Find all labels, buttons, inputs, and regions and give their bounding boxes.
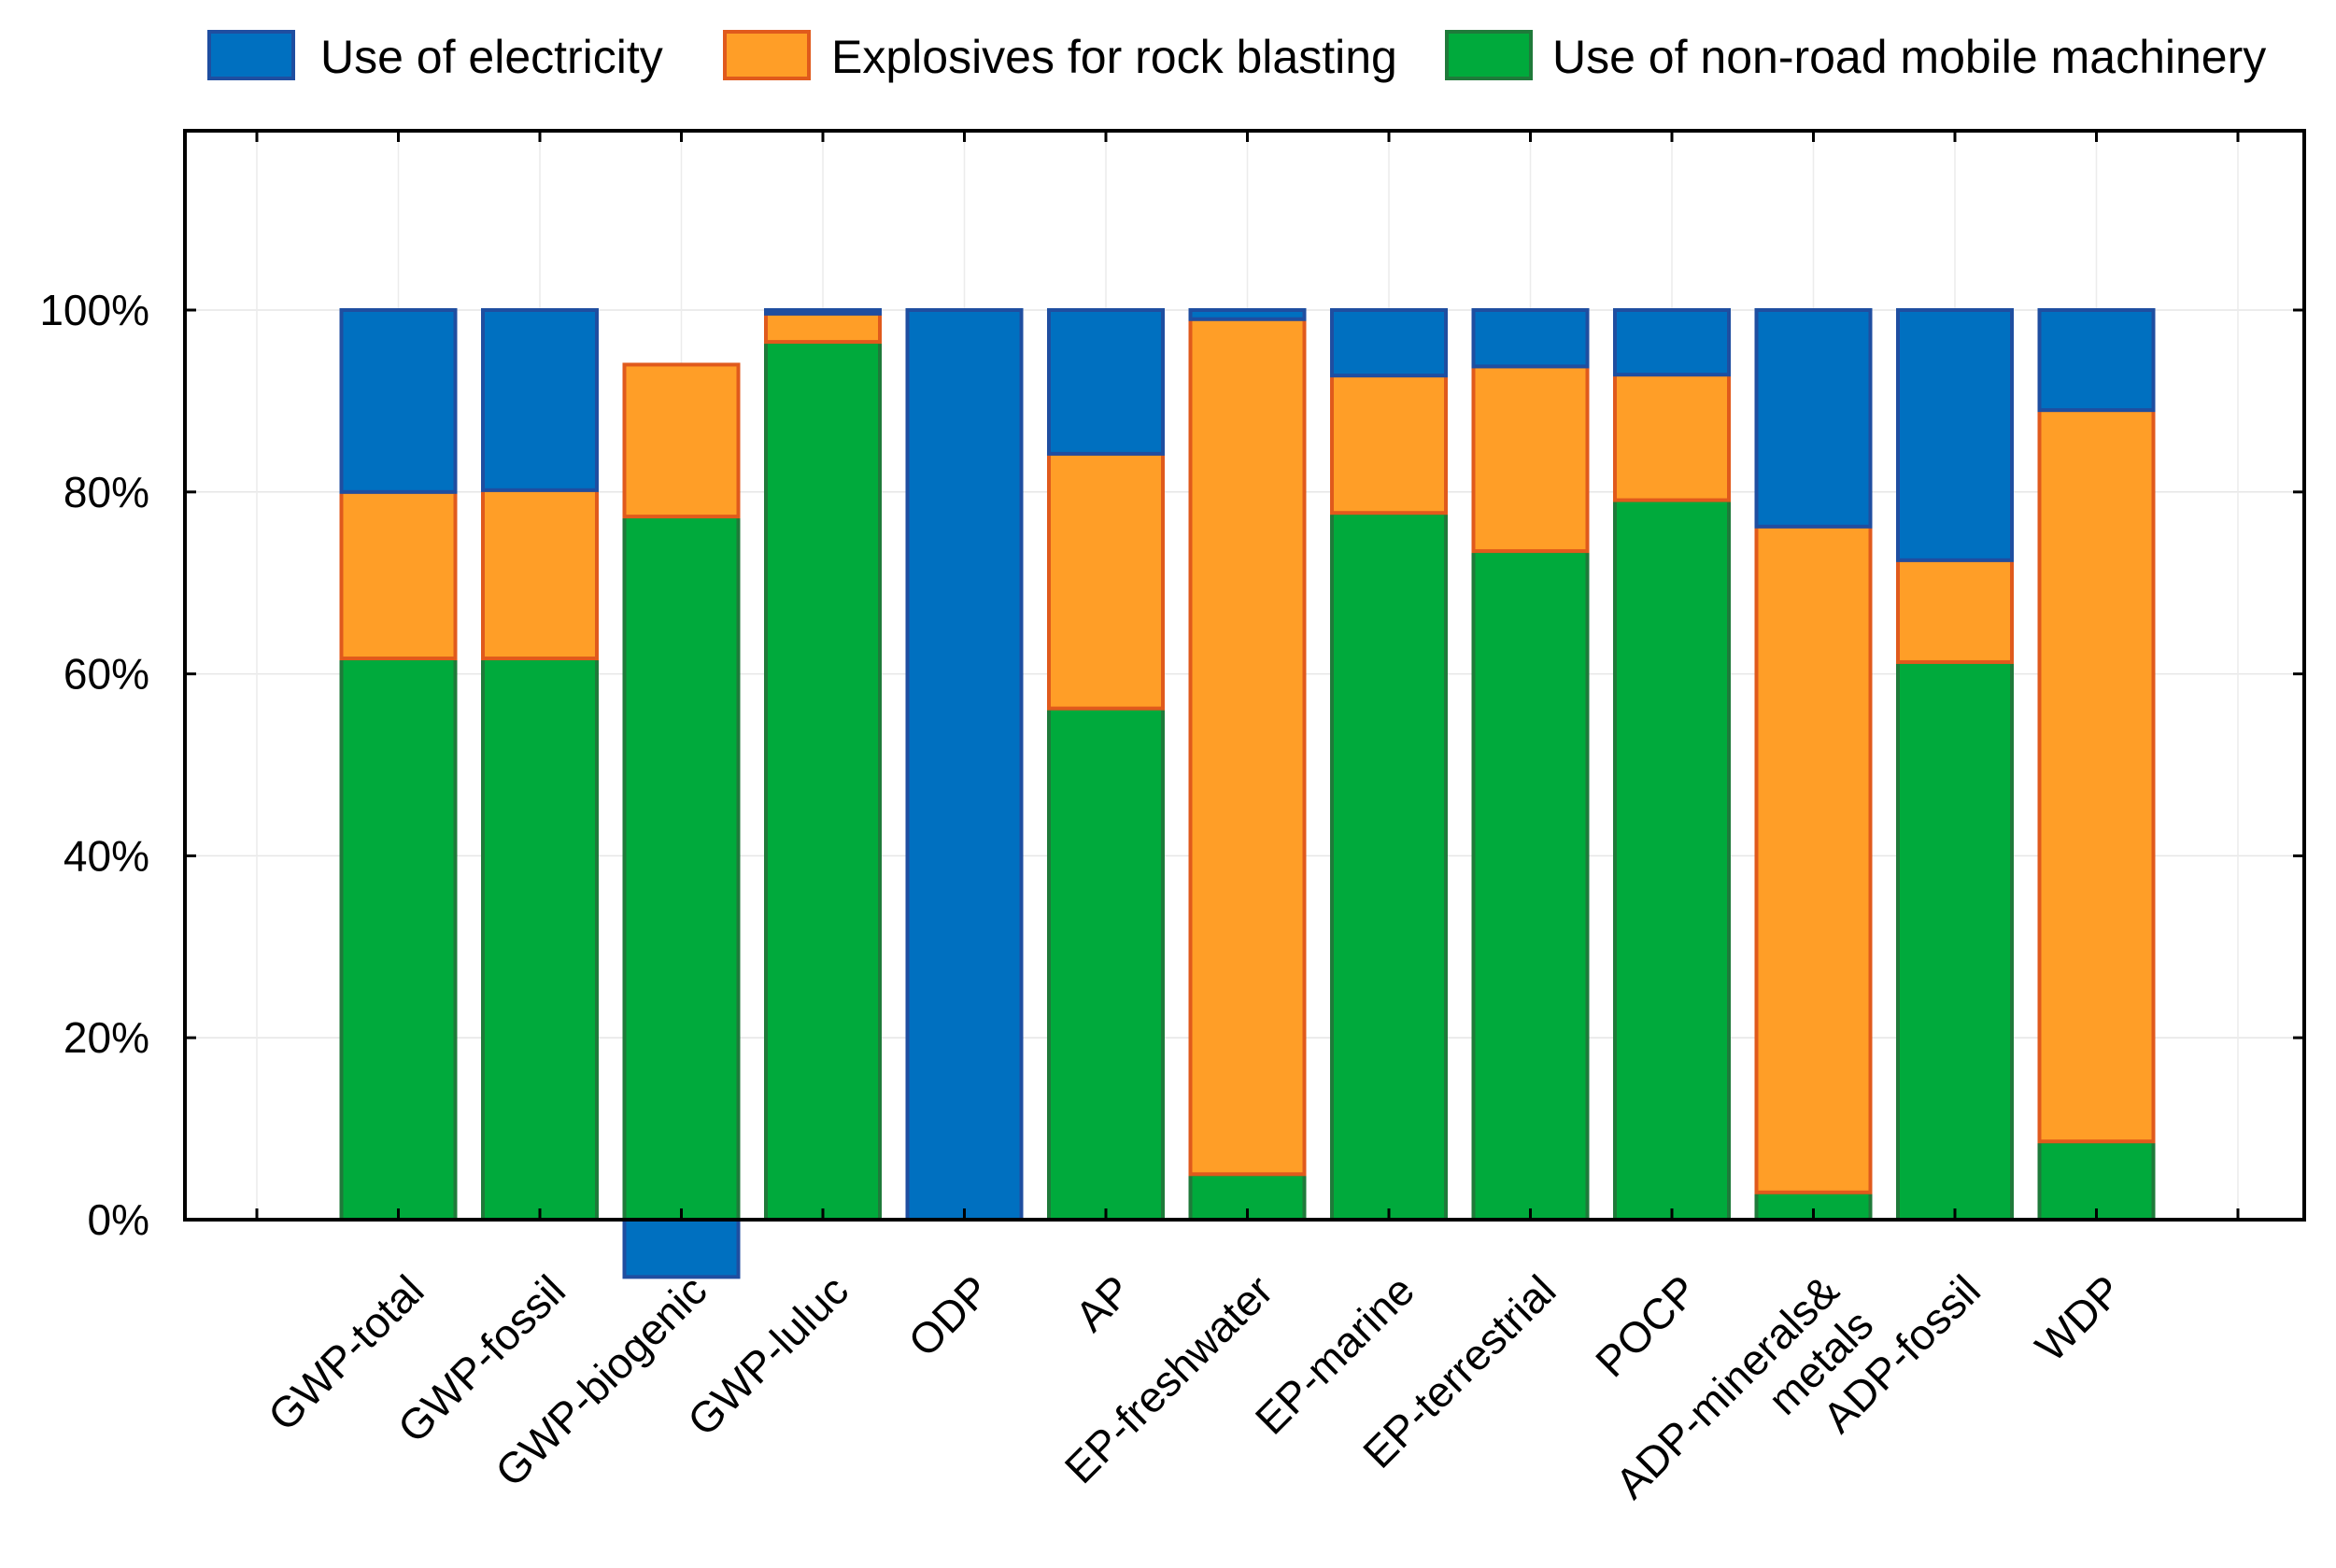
x-category-label: ODP bbox=[899, 1265, 998, 1365]
bar-segment bbox=[1896, 659, 2014, 1222]
x-category-label-line: POCP bbox=[1586, 1265, 1706, 1386]
bar-segment bbox=[764, 311, 882, 345]
bar-segment bbox=[339, 489, 458, 661]
legend-swatch bbox=[1445, 30, 1533, 80]
bar-segment bbox=[1471, 308, 1590, 369]
bar-segment bbox=[1188, 308, 1307, 321]
bar-segment bbox=[339, 657, 458, 1222]
bar-segment bbox=[1047, 706, 1165, 1222]
bar-segment bbox=[622, 1218, 741, 1279]
bar-segment bbox=[1896, 558, 2014, 664]
bar-segment bbox=[1188, 317, 1307, 1177]
y-tick-label: 60% bbox=[64, 650, 149, 699]
y-tick-label: 100% bbox=[39, 286, 149, 334]
bar-segment bbox=[622, 515, 741, 1222]
bar-segment bbox=[1330, 308, 1448, 378]
legend-label: Use of non-road mobile machinery bbox=[1552, 31, 2266, 83]
legend: Use of electricity Explosives for rock bl… bbox=[207, 30, 2266, 83]
bar-segment bbox=[1471, 364, 1590, 554]
y-tick-label: 0% bbox=[88, 1195, 149, 1244]
bar-segment bbox=[1613, 308, 1731, 377]
bar-segment bbox=[1613, 498, 1731, 1222]
x-category-label-line: ODP bbox=[899, 1265, 998, 1365]
bar-segment bbox=[622, 362, 741, 519]
bar-segment bbox=[1754, 308, 1873, 529]
bar-segment bbox=[1896, 308, 2014, 562]
bar-segment bbox=[481, 308, 599, 492]
y-tick-label: 40% bbox=[64, 831, 149, 880]
bar-segment bbox=[905, 308, 1024, 1222]
bar-segment bbox=[1471, 549, 1590, 1222]
bar-segment bbox=[1330, 374, 1448, 516]
legend-label: Use of electricity bbox=[320, 31, 663, 83]
x-category-label: POCP bbox=[1586, 1265, 1706, 1386]
bar-segment bbox=[1330, 511, 1448, 1222]
bar-segment bbox=[1047, 308, 1165, 456]
bars bbox=[339, 308, 2156, 1279]
bar-segment bbox=[764, 308, 882, 316]
legend-label: Explosives for rock blasting bbox=[831, 31, 1397, 83]
y-tick-label: 20% bbox=[64, 1013, 149, 1062]
bar-segment bbox=[2037, 1139, 2156, 1222]
bar-segment bbox=[764, 340, 882, 1222]
bar-segment bbox=[339, 308, 458, 494]
bar-segment bbox=[2037, 308, 2156, 413]
x-category-label: WDP bbox=[2026, 1265, 2131, 1371]
legend-swatch bbox=[723, 30, 811, 80]
x-category-label-line: WDP bbox=[2026, 1265, 2131, 1371]
x-category-label-line: AP bbox=[1066, 1265, 1140, 1340]
bar-segment bbox=[481, 487, 599, 661]
bar-segment bbox=[1047, 451, 1165, 711]
y-tick-label: 80% bbox=[64, 468, 149, 516]
bar-segment bbox=[1613, 373, 1731, 502]
x-category-label: AP bbox=[1066, 1265, 1140, 1340]
y-axis: 0% 20% 40% 60% 80% 100% bbox=[39, 286, 2304, 1244]
bar-segment bbox=[481, 657, 599, 1222]
bar-segment bbox=[2037, 408, 2156, 1144]
bar-segment bbox=[1754, 524, 1873, 1194]
legend-swatch bbox=[207, 30, 295, 80]
